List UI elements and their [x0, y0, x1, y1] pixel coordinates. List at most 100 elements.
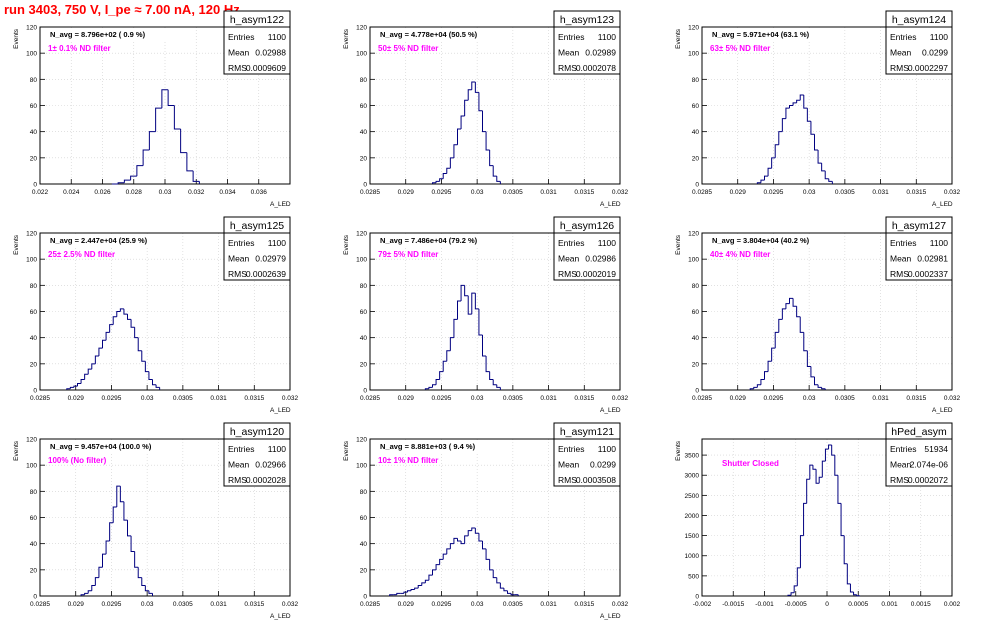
histogram-panel-6: 0.0285 0.029 0.0295 0.03 0.0305 0.031 0.0315 0.… — [675, 216, 961, 414]
histogram-bin — [467, 89, 472, 101]
x-tick-label: 0.0295 — [763, 395, 783, 402]
x-tick-label: 0.026 — [94, 189, 111, 196]
histogram-bin — [817, 384, 822, 388]
histogram-name: h_asym126 — [560, 220, 614, 232]
stat-label: Mean — [558, 254, 580, 264]
x-tick-label: 0.0285 — [30, 601, 50, 608]
histogram-bin — [464, 285, 469, 297]
histogram-bin — [760, 179, 765, 183]
histogram-bin — [173, 105, 181, 130]
histogram-bin — [186, 152, 194, 172]
y-tick-label: 60 — [360, 309, 368, 316]
histogram-bin — [774, 331, 779, 349]
x-tick-label: 0.0305 — [503, 189, 523, 196]
histogram-bin — [792, 298, 797, 307]
histogram-bin — [457, 538, 462, 542]
histogram-bin — [806, 478, 810, 504]
stat-label: Mean — [228, 254, 250, 264]
histogram-bin — [435, 180, 440, 183]
histogram-bin — [464, 535, 469, 544]
y-tick-label: 1000 — [685, 553, 700, 560]
histogram-bin — [134, 551, 139, 568]
x-tick-label: 0.032 — [282, 601, 299, 608]
stats-box-frame — [885, 10, 953, 75]
y-tick-label: 100 — [26, 51, 37, 58]
stat-label: Mean — [228, 460, 250, 470]
x-tick-label: 0.0305 — [835, 395, 855, 402]
histogram-bin — [853, 591, 857, 596]
stat-value: 1100 — [268, 444, 287, 454]
y-tick-label: 60 — [360, 103, 368, 110]
y-tick-label: 80 — [692, 283, 700, 290]
avg-label: N_avg = 7.486e+04 (79.2 %) — [380, 236, 478, 245]
stats-box: h_asym120 Entries 1100 Mean 0.02966 RMS0.0002… — [223, 422, 291, 487]
histogram-bin — [803, 332, 808, 352]
histogram-bin — [421, 582, 426, 586]
avg-label: N_avg = 2.447e+04 (25.9 %) — [50, 236, 148, 245]
histogram-bin — [435, 564, 440, 570]
stat-value: 0.0002078 — [576, 63, 616, 73]
histogram-bin — [824, 448, 829, 462]
histogram-bin — [771, 157, 776, 169]
stats-box-frame — [885, 422, 953, 487]
histogram-bin — [449, 157, 454, 169]
histogram-bin — [396, 592, 401, 595]
histogram-bin — [123, 179, 131, 183]
histogram-bin — [77, 382, 82, 387]
histogram-bin — [492, 379, 497, 386]
avg-label-box — [710, 29, 844, 40]
x-tick-label: 0.0285 — [30, 395, 50, 402]
histogram-bin — [130, 175, 137, 181]
stat-value: 1100 — [268, 32, 287, 42]
y-tick-label: 120 — [688, 25, 699, 32]
histogram-panel-9: -0.002 -0.0015 -0.001 -0.0005 0 0.0005 0.001 0.… — [675, 422, 961, 608]
histogram-bin — [510, 593, 515, 596]
histogram-bin — [496, 384, 501, 388]
stat-label: Mean — [558, 460, 580, 470]
x-tick-label: 0.022 — [32, 189, 49, 196]
histogram-bin — [799, 94, 804, 101]
histogram-bin — [809, 464, 813, 480]
histogram-bin — [485, 131, 490, 151]
stat-value: 0.0002297 — [908, 63, 948, 73]
histogram-bin — [856, 594, 860, 597]
y-tick-label: 80 — [360, 489, 368, 496]
x-tick-label: 0.034 — [219, 189, 236, 196]
histogram-bin — [91, 585, 96, 591]
y-tick-label: 100 — [688, 51, 699, 58]
avg-label: N_avg = 5.971e+04 (63.1 %) — [712, 30, 810, 39]
histogram-name: h_asym127 — [892, 220, 946, 232]
stat-value: 2.074e-06 — [910, 460, 949, 470]
stats-box: h_asym125 Entries 1100 Mean 0.02979 RMS0.0002… — [223, 216, 291, 281]
x-axis-label: A_LED — [270, 407, 291, 414]
x-tick-label: -0.0005 — [785, 601, 807, 608]
histogram-bin — [460, 541, 465, 545]
histogram-name: h_asym125 — [230, 220, 284, 232]
histogram-panel-7: 0.0285 0.029 0.0295 0.03 0.0305 0.031 0.0315 0.… — [13, 422, 299, 620]
stat-value: 0.02988 — [255, 48, 286, 58]
avg-label-box — [378, 29, 512, 40]
histogram-panel-3: 0.0285 0.029 0.0295 0.03 0.0305 0.031 0.0315 0.… — [675, 10, 961, 208]
histogram-bin — [87, 368, 92, 375]
histogram-bin — [446, 350, 451, 362]
x-tick-label: 0.0005 — [848, 601, 868, 608]
y-tick-label: 20 — [360, 361, 368, 368]
stat-value: 0.02979 — [255, 254, 286, 264]
histogram-bin — [764, 175, 769, 181]
stat-label: Entries — [228, 444, 254, 454]
histogram-bin — [790, 592, 795, 596]
x-tick-label: 0.03 — [141, 395, 154, 402]
histogram-bin — [767, 167, 772, 177]
histogram-bin — [499, 582, 504, 589]
histogram-bin — [489, 559, 494, 571]
x-tick-label: 0.031 — [540, 601, 557, 608]
y-tick-label: 120 — [26, 437, 37, 444]
stat-value: 0.0002072 — [908, 475, 948, 485]
histogram-bin — [753, 386, 758, 389]
x-axis-label: A_LED — [932, 201, 953, 208]
histogram-bin — [764, 371, 769, 380]
y-tick-label: 20 — [692, 155, 700, 162]
x-tick-label: 0.0305 — [503, 601, 523, 608]
y-tick-label: 20 — [30, 361, 38, 368]
histogram-name: h_asym124 — [892, 14, 946, 26]
